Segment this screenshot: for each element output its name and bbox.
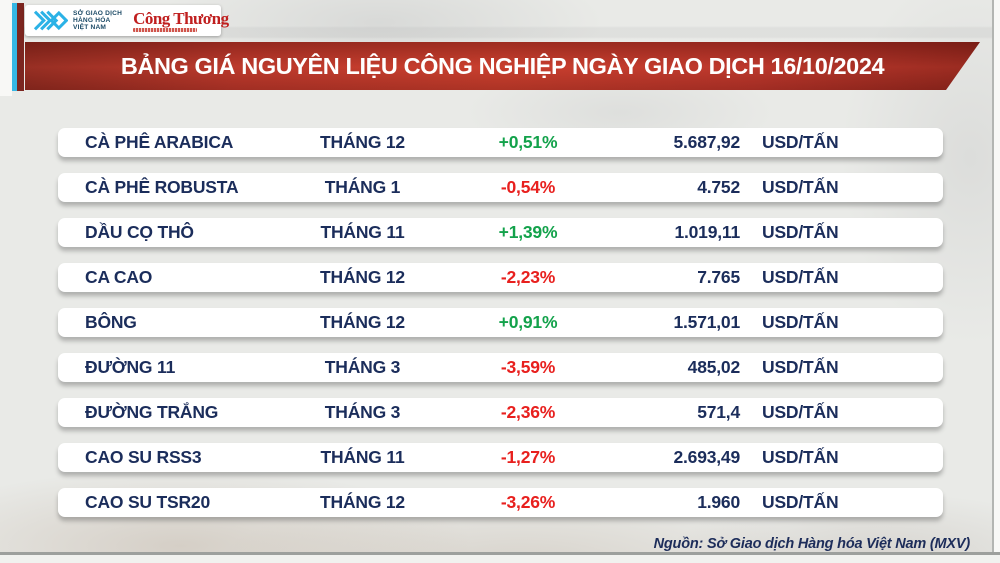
commodity-name: CÀ PHÊ ROBUSTA (85, 177, 239, 197)
percent-change: -0,54% (500, 177, 556, 197)
congthuong-tagline-microtext (133, 28, 198, 32)
left-accent-bar-cyan (12, 3, 17, 91)
table-row: CA CAO THÁNG 12 -2,23% 7.765 USD/TẤN (58, 263, 943, 292)
table-row: CÀ PHÊ ARABICA THÁNG 12 +0,51% 5.687,92 … (58, 128, 943, 157)
title-banner: BẢNG GIÁ NGUYÊN LIỆU CÔNG NGHIỆP NGÀY GI… (25, 42, 980, 90)
percent-change: +1,39% (498, 222, 558, 242)
left-accent-bar-maroon (16, 3, 24, 91)
contract-month: THÁNG 12 (320, 132, 405, 152)
price-value: 5.687,92 (673, 132, 740, 152)
percent-change: -3,26% (500, 492, 556, 512)
price-value: 1.960 (697, 492, 740, 512)
price-value: 7.765 (697, 267, 740, 287)
price-value: 485,02 (687, 357, 741, 377)
contract-month: THÁNG 12 (320, 312, 405, 332)
mxv-org-line: HÀNG HÓA (73, 16, 111, 24)
mxv-logo-icon (33, 10, 68, 31)
price-unit: USD/TẤN (762, 402, 839, 422)
contract-month: THÁNG 3 (324, 357, 401, 377)
price-unit: USD/TẤN (762, 177, 839, 197)
price-unit: USD/TẤN (762, 492, 839, 512)
table-row: ĐƯỜNG 11 THÁNG 3 -3,59% 485,02 USD/TẤN (58, 353, 943, 382)
bottom-frame-pad (0, 554, 1000, 563)
table-row: CAO SU RSS3 THÁNG 11 -1,27% 2.693,49 USD… (58, 443, 943, 472)
percent-change: -1,27% (500, 447, 556, 467)
contract-month: THÁNG 12 (320, 492, 405, 512)
commodity-name: CA CAO (85, 267, 153, 287)
percent-change: -2,23% (500, 267, 556, 287)
logo-bar: SỞ GIAO DỊCH HÀNG HÓA VIỆT NAM Công Thươ… (25, 5, 229, 36)
commodity-name: DẦU CỌ THÔ (85, 222, 194, 242)
mxv-org-line: SỞ GIAO DỊCH (73, 9, 123, 17)
percent-change: +0,91% (498, 312, 558, 332)
price-unit: USD/TẤN (762, 222, 839, 242)
contract-month: THÁNG 11 (320, 447, 405, 467)
price-unit: USD/TẤN (762, 132, 839, 152)
contract-month: THÁNG 12 (320, 267, 405, 287)
commodity-name: BÔNG (85, 312, 137, 332)
percent-change: +0,51% (498, 132, 558, 152)
price-value: 1.019,11 (674, 222, 740, 242)
price-value: 4.752 (697, 177, 740, 197)
price-value: 2.693,49 (673, 447, 740, 467)
contract-month: THÁNG 11 (320, 222, 405, 242)
right-frame-line (992, 0, 994, 552)
table-row: ĐƯỜNG TRẮNG THÁNG 3 -2,36% 571,4 USD/TẤN (58, 398, 943, 427)
congthuong-wordmark: Công Thương (133, 8, 229, 28)
page-title: BẢNG GIÁ NGUYÊN LIỆU CÔNG NGHIỆP NGÀY GI… (120, 53, 885, 79)
percent-change: -3,59% (500, 357, 556, 377)
table-row: DẦU CỌ THÔ THÁNG 11 +1,39% 1.019,11 USD/… (58, 218, 943, 247)
price-unit: USD/TẤN (762, 447, 839, 467)
commodity-price-table: CÀ PHÊ ARABICA THÁNG 12 +0,51% 5.687,92 … (58, 128, 943, 517)
commodity-name: ĐƯỜNG TRẮNG (85, 402, 219, 422)
table-row: CAO SU TSR20 THÁNG 12 -3,26% 1.960 USD/T… (58, 488, 943, 517)
contract-month: THÁNG 3 (324, 402, 401, 422)
price-value: 1.571,01 (673, 312, 740, 332)
mxv-org-name: SỞ GIAO DỊCH HÀNG HÓA VIỆT NAM (73, 10, 122, 32)
source-credit: Nguồn: Sở Giao dịch Hàng hóa Việt Nam (M… (653, 536, 971, 552)
commodity-name: ĐƯỜNG 11 (85, 357, 176, 377)
price-unit: USD/TẤN (762, 357, 839, 377)
right-frame-pad (994, 0, 1000, 552)
price-unit: USD/TẤN (762, 312, 839, 332)
left-margin-strip (0, 0, 12, 96)
mxv-org-line: VIỆT NAM (73, 24, 107, 32)
commodity-name: CAO SU TSR20 (85, 492, 210, 512)
commodity-name: CAO SU RSS3 (85, 447, 202, 467)
price-value: 571,4 (697, 402, 740, 422)
bottom-frame-line (0, 552, 1000, 555)
contract-month: THÁNG 1 (324, 177, 401, 197)
commodity-name: CÀ PHÊ ARABICA (85, 132, 234, 152)
percent-change: -2,36% (500, 402, 556, 422)
table-row: CÀ PHÊ ROBUSTA THÁNG 1 -0,54% 4.752 USD/… (58, 173, 943, 202)
table-row: BÔNG THÁNG 12 +0,91% 1.571,01 USD/TẤN (58, 308, 943, 337)
price-unit: USD/TẤN (762, 267, 839, 287)
congthuong-logo: Công Thương (133, 10, 229, 32)
